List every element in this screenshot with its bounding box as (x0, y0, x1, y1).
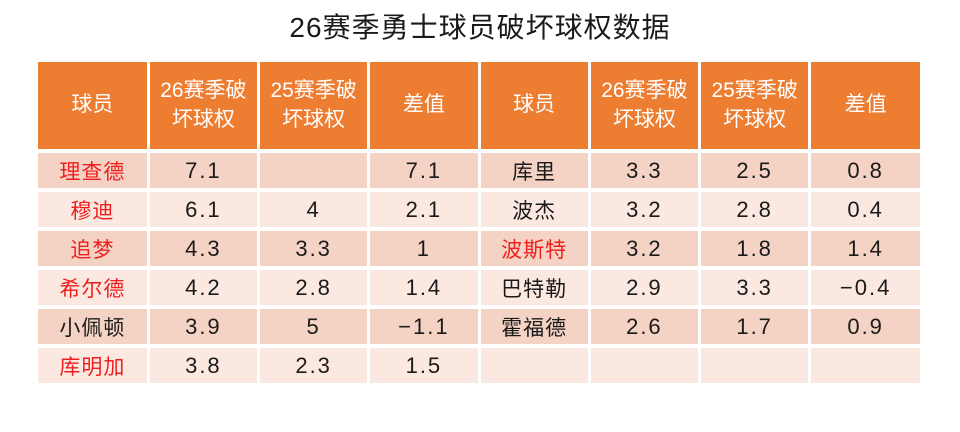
value-cell: 0.8 (808, 149, 920, 192)
value-cell: 6.1 (146, 188, 261, 231)
value-cell: 2.8 (256, 266, 371, 309)
value-cell: 3.8 (146, 344, 261, 387)
value-cell (697, 344, 812, 387)
value-cell (587, 344, 702, 387)
value-cell: 4.2 (146, 266, 261, 309)
player-name-cell: 追梦 (38, 227, 150, 270)
player-name-cell: 波杰 (477, 188, 591, 231)
player-name-cell: 小佩顿 (38, 305, 150, 348)
header-s25-right: 25赛季破坏球权 (697, 58, 812, 153)
value-cell (256, 149, 371, 192)
header-s26-right: 26赛季破坏球权 (587, 58, 702, 153)
value-cell: 3.2 (587, 188, 702, 231)
player-name-cell: 库里 (477, 149, 591, 192)
value-cell: 1.4 (367, 266, 481, 309)
value-cell: 3.3 (587, 149, 702, 192)
value-cell: 2.6 (587, 305, 702, 348)
player-name-cell: 库明加 (38, 344, 150, 387)
player-name-cell: 波斯特 (477, 227, 591, 270)
value-cell: 2.3 (256, 344, 371, 387)
value-cell: 5 (256, 305, 371, 348)
table-row: 希尔德 4.2 2.8 1.4 巴特勒 2.9 3.3 −0.4 (38, 266, 920, 309)
player-name-cell (477, 344, 591, 387)
value-cell: 2.5 (697, 149, 812, 192)
value-cell: 1.5 (367, 344, 481, 387)
player-name-cell: 巴特勒 (477, 266, 591, 309)
header-player-right: 球员 (477, 58, 591, 153)
table-row: 穆迪 6.1 4 2.1 波杰 3.2 2.8 0.4 (38, 188, 920, 231)
value-cell: 3.9 (146, 305, 261, 348)
value-cell: 3.3 (697, 266, 812, 309)
header-s25-left: 25赛季破坏球权 (256, 58, 371, 153)
value-cell: 0.4 (808, 188, 920, 231)
stats-table: 球员 26赛季破坏球权 25赛季破坏球权 差值 球员 26赛季破坏球权 25赛季… (38, 58, 920, 387)
value-cell: 4.3 (146, 227, 261, 270)
player-name-cell: 穆迪 (38, 188, 150, 231)
value-cell: 3.3 (256, 227, 371, 270)
table-row: 追梦 4.3 3.3 1 波斯特 3.2 1.8 1.4 (38, 227, 920, 270)
value-cell: 3.2 (587, 227, 702, 270)
value-cell: 1.7 (697, 305, 812, 348)
page-title: 26赛季勇士球员破坏球权数据 (289, 12, 671, 43)
table-row: 理查德 7.1 7.1 库里 3.3 2.5 0.8 (38, 149, 920, 192)
value-cell (808, 344, 920, 387)
table-row: 库明加 3.8 2.3 1.5 (38, 344, 920, 387)
value-cell: 1.4 (808, 227, 920, 270)
table-row: 小佩顿 3.9 5 −1.1 霍福德 2.6 1.7 0.9 (38, 305, 920, 348)
value-cell: 7.1 (146, 149, 261, 192)
header-s26-left: 26赛季破坏球权 (146, 58, 261, 153)
value-cell: 1.8 (697, 227, 812, 270)
value-cell: 7.1 (367, 149, 481, 192)
player-name-cell: 理查德 (38, 149, 150, 192)
player-name-cell: 霍福德 (477, 305, 591, 348)
value-cell: −0.4 (808, 266, 920, 309)
value-cell: −1.1 (367, 305, 481, 348)
value-cell: 0.9 (808, 305, 920, 348)
table-header-row: 球员 26赛季破坏球权 25赛季破坏球权 差值 球员 26赛季破坏球权 25赛季… (38, 58, 920, 153)
header-player-left: 球员 (38, 58, 150, 153)
header-diff-right: 差值 (808, 58, 920, 153)
value-cell: 4 (256, 188, 371, 231)
value-cell: 2.1 (367, 188, 481, 231)
header-diff-left: 差值 (367, 58, 481, 153)
value-cell: 2.8 (697, 188, 812, 231)
player-name-cell: 希尔德 (38, 266, 150, 309)
value-cell: 1 (367, 227, 481, 270)
value-cell: 2.9 (587, 266, 702, 309)
